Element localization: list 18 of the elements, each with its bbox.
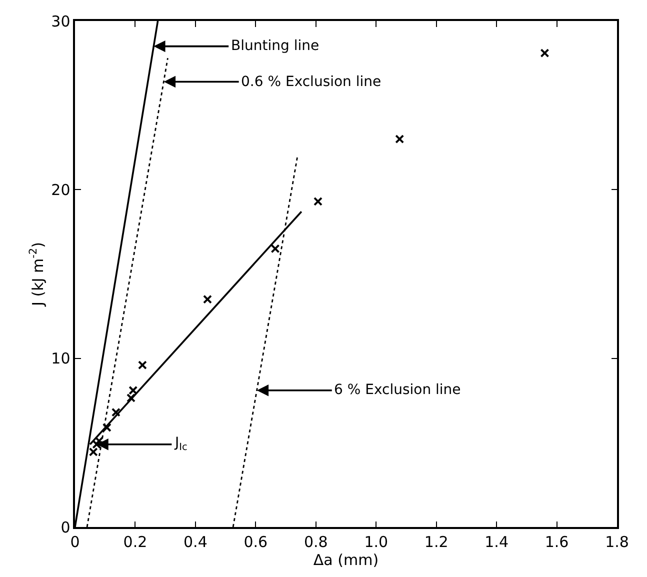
x-tick-label: 0.6 [244, 532, 268, 551]
annotation: Blunting line [231, 38, 320, 54]
y-tick-label: 0 [60, 518, 70, 536]
annotation: 0.6 % Exclusion line [241, 74, 382, 90]
x-tick-label: 0.2 [123, 532, 148, 551]
x-tick-label: 1.4 [484, 532, 508, 551]
x-tick-label: 0.8 [304, 532, 328, 551]
y-tick-label: 30 [51, 12, 70, 30]
x-tick-label: 0.4 [184, 532, 208, 551]
x-axis-title: Δa (mm) [313, 550, 379, 569]
annotation: 6 % Exclusion line [334, 382, 461, 398]
y-tick-label: 10 [51, 350, 70, 368]
x-tick-label: 1.6 [544, 532, 569, 551]
y-tick-label: 20 [51, 180, 70, 199]
x-tick-label: 1.0 [364, 532, 388, 551]
x-tick-label: 1.8 [605, 532, 629, 551]
x-tick-label: 1.2 [424, 532, 448, 551]
annotation: J$_{Ic}$ [174, 435, 188, 453]
